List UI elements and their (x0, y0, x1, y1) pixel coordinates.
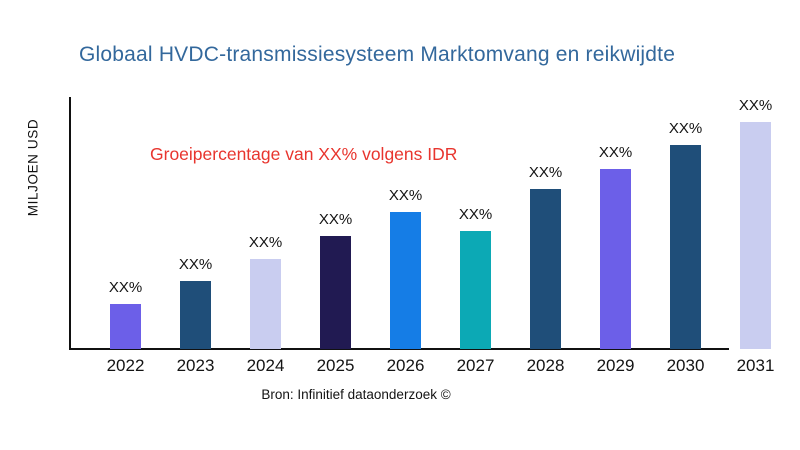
bar-value-label-2029: XX% (598, 144, 633, 161)
y-axis-label: MILJOEN USD (25, 118, 41, 217)
bar-2022 (110, 304, 141, 349)
x-tick-label-2027: 2027 (456, 356, 495, 375)
source-note: Bron: Infinitief dataonderzoek © (261, 387, 451, 402)
bar-value-label-2028: XX% (528, 164, 563, 181)
bar-2024 (250, 259, 281, 349)
x-tick-label-2029: 2029 (596, 356, 635, 375)
bar-value-label-2026: XX% (388, 187, 423, 204)
bar-value-label-2022: XX% (108, 279, 143, 296)
x-tick-label-2026: 2026 (386, 356, 425, 375)
x-tick-label-2023: 2023 (176, 356, 215, 375)
bar-value-label-2025: XX% (318, 211, 353, 228)
bar-2025 (320, 236, 351, 349)
bar-2030 (670, 145, 701, 349)
chart-title: Globaal HVDC-transmissiesysteem Marktomv… (79, 43, 676, 66)
bar-2028 (530, 189, 561, 349)
x-tick-label-2024: 2024 (246, 356, 285, 375)
bar-value-label-2024: XX% (248, 234, 283, 251)
x-tick-label-2022: 2022 (106, 356, 145, 375)
bar-2027 (460, 231, 491, 349)
bar-2023 (180, 281, 211, 349)
x-tick-label-2025: 2025 (316, 356, 355, 375)
x-tick-label-2028: 2028 (526, 356, 565, 375)
bar-2031 (740, 122, 771, 349)
x-tick-label-2031: 2031 (736, 356, 775, 375)
bar-2026 (390, 212, 421, 349)
bar-value-label-2023: XX% (178, 256, 213, 273)
x-tick-label-2030: 2030 (666, 356, 705, 375)
growth-annotation: Groeipercentage van XX% volgens IDR (150, 144, 458, 164)
bar-value-label-2031: XX% (738, 97, 773, 114)
bar-value-label-2027: XX% (458, 206, 493, 223)
x-axis-line (69, 348, 729, 350)
bar-2029 (600, 169, 631, 349)
y-axis-line (69, 97, 71, 350)
bar-value-label-2030: XX% (668, 120, 703, 137)
